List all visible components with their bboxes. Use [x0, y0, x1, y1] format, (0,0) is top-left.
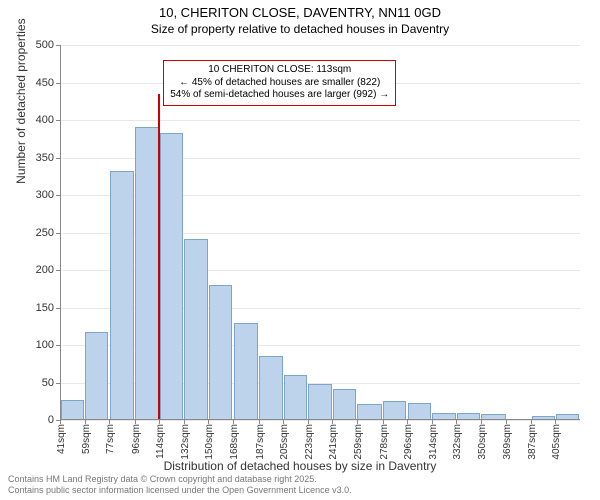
histogram-bar: [308, 384, 331, 420]
y-tick-label: 400: [36, 114, 54, 126]
x-tick-label: 96sqm: [131, 424, 142, 454]
x-tick: [208, 420, 209, 424]
x-tick: [259, 420, 260, 424]
x-tick-label: 150sqm: [204, 424, 215, 460]
histogram-bar: [333, 389, 356, 420]
x-tick-label: 332sqm: [452, 424, 463, 460]
x-tick-label: 241sqm: [328, 424, 339, 460]
y-tick-label: 150: [36, 302, 54, 314]
x-tick: [283, 420, 284, 424]
x-tick-label: 205sqm: [279, 424, 290, 460]
chart-container: 10, CHERITON CLOSE, DAVENTRY, NN11 0GD S…: [0, 0, 600, 500]
gridline: [60, 45, 580, 46]
histogram-bar: [85, 332, 108, 421]
histogram-bar: [209, 285, 232, 420]
x-tick-label: 296sqm: [403, 424, 414, 460]
histogram-bar: [135, 127, 158, 420]
y-axis-label: Number of detached properties: [14, 18, 28, 183]
x-tick-label: 223sqm: [304, 424, 315, 460]
y-tick-label: 100: [36, 339, 54, 351]
y-tick-label: 500: [36, 39, 54, 51]
histogram-bar: [284, 375, 307, 420]
x-tick: [135, 420, 136, 424]
histogram-bar: [259, 356, 282, 420]
y-tick-label: 0: [48, 414, 54, 426]
x-tick-label: 278sqm: [379, 424, 390, 460]
x-tick-label: 168sqm: [229, 424, 240, 460]
x-tick: [332, 420, 333, 424]
x-tick: [456, 420, 457, 424]
x-tick-label: 77sqm: [105, 424, 116, 454]
annotation-line: 10 CHERITON CLOSE: 113sqm: [170, 64, 389, 77]
plot-area: 05010015020025030035040045050041sqm59sqm…: [60, 45, 580, 420]
footer-line1: Contains HM Land Registry data © Crown c…: [8, 474, 352, 485]
chart-footer: Contains HM Land Registry data © Crown c…: [8, 474, 352, 496]
y-tick-label: 200: [36, 264, 54, 276]
x-tick-label: 369sqm: [502, 424, 513, 460]
x-axis-line: [60, 419, 580, 420]
histogram-bar: [160, 133, 183, 420]
histogram-bar: [234, 323, 259, 421]
x-tick-label: 132sqm: [180, 424, 191, 460]
gridline: [60, 420, 580, 421]
x-tick: [184, 420, 185, 424]
annotation-box: 10 CHERITON CLOSE: 113sqm← 45% of detach…: [163, 60, 396, 106]
x-tick: [357, 420, 358, 424]
x-tick-label: 41sqm: [56, 424, 67, 454]
x-tick: [432, 420, 433, 424]
x-tick: [85, 420, 86, 424]
y-tick-label: 450: [36, 77, 54, 89]
x-axis-label: Distribution of detached houses by size …: [0, 459, 600, 473]
x-tick: [383, 420, 384, 424]
x-tick-label: 114sqm: [155, 424, 166, 459]
x-tick: [407, 420, 408, 424]
x-tick: [60, 420, 61, 424]
histogram-bar: [184, 239, 207, 421]
x-tick: [233, 420, 234, 424]
y-tick-label: 350: [36, 152, 54, 164]
x-tick-label: 350sqm: [477, 424, 488, 460]
annotation-line: 54% of semi-detached houses are larger (…: [170, 89, 389, 102]
x-tick: [109, 420, 110, 424]
annotation-line: ← 45% of detached houses are smaller (82…: [170, 77, 389, 90]
x-tick-label: 187sqm: [255, 424, 266, 460]
x-tick-label: 387sqm: [527, 424, 538, 460]
chart-title: 10, CHERITON CLOSE, DAVENTRY, NN11 0GD: [0, 5, 600, 20]
histogram-bar: [408, 403, 431, 420]
histogram-bar: [110, 171, 135, 420]
gridline: [60, 120, 580, 121]
footer-line2: Contains public sector information licen…: [8, 485, 352, 496]
y-tick-label: 50: [42, 377, 54, 389]
histogram-bar: [61, 400, 84, 420]
x-tick: [506, 420, 507, 424]
histogram-bar: [383, 401, 406, 420]
x-tick: [531, 420, 532, 424]
y-tick-label: 300: [36, 189, 54, 201]
x-tick: [159, 420, 160, 424]
y-tick-label: 250: [36, 227, 54, 239]
x-tick: [308, 420, 309, 424]
x-tick-label: 59sqm: [81, 424, 92, 454]
x-tick-label: 259sqm: [353, 424, 364, 460]
x-tick-label: 314sqm: [428, 424, 439, 460]
x-tick: [555, 420, 556, 424]
y-axis-line: [60, 45, 61, 420]
chart-subtitle: Size of property relative to detached ho…: [0, 22, 600, 36]
histogram-bar: [357, 404, 382, 421]
x-tick-label: 405sqm: [551, 424, 562, 460]
x-tick: [481, 420, 482, 424]
marker-line: [158, 94, 160, 420]
